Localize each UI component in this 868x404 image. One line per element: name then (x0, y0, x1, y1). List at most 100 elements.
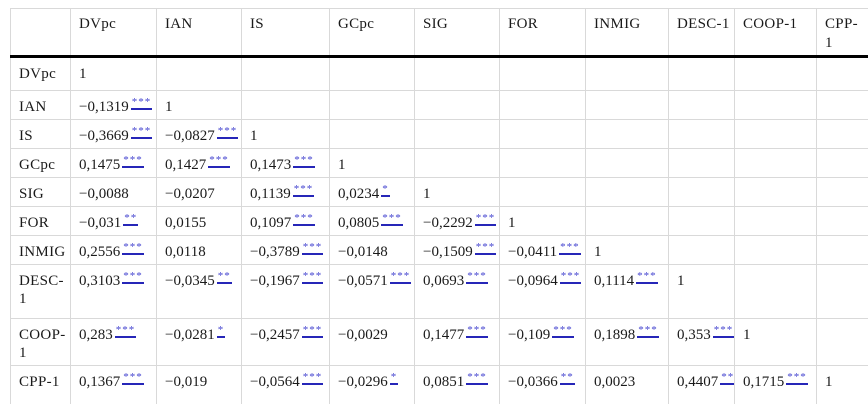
correlation-cell: −0,0411 *** (499, 234, 586, 265)
correlation-cell: 0,1427 *** (156, 147, 242, 178)
correlation-value: 1 (423, 185, 431, 202)
col-header-inmig: INMIG (585, 8, 669, 58)
significance-link[interactable]: *** (122, 153, 144, 168)
correlation-value: 0,1473 (250, 156, 292, 173)
correlation-cell: 1 (585, 234, 669, 265)
significance-link[interactable]: *** (122, 371, 144, 385)
table-row: IS −0,3669 *** −0,0827 *** 1 (10, 118, 868, 149)
correlation-cell: 0,1367 *** (70, 365, 157, 404)
significance-link[interactable]: *** (130, 95, 153, 110)
correlation-cell: 0,0118 (156, 234, 242, 265)
significance-link[interactable]: *** (292, 182, 315, 197)
significance-link[interactable]: *** (552, 323, 574, 338)
correlation-cell (499, 118, 586, 149)
significance-link[interactable]: *** (208, 153, 230, 168)
correlation-value: −0,0207 (165, 185, 215, 202)
row-header-coop-1: COOP-1 (10, 317, 71, 366)
correlation-value: 1 (79, 65, 87, 82)
correlation-cell (668, 147, 735, 178)
significance-link[interactable]: *** (786, 371, 808, 385)
significance-link[interactable]: *** (637, 323, 659, 338)
significance-link[interactable]: * (389, 371, 399, 385)
col-header-cpp-1: CPP-1 (816, 8, 868, 58)
significance-link[interactable]: *** (389, 269, 412, 284)
correlation-cell (816, 263, 868, 319)
significance-link[interactable]: *** (293, 211, 315, 226)
correlation-value: −0,0366 (508, 374, 558, 390)
correlation-cell: 0,1114 *** (585, 263, 669, 319)
correlation-cell: 1 (668, 263, 735, 319)
correlation-cell: 0,0851 *** (414, 365, 500, 404)
correlation-cell (585, 89, 669, 120)
significance-link[interactable]: *** (216, 124, 239, 139)
correlation-value: 1 (825, 374, 833, 390)
significance-link[interactable]: *** (466, 371, 488, 385)
correlation-cell (816, 89, 868, 120)
significance-link[interactable]: *** (122, 240, 144, 255)
correlation-value: −0,0029 (338, 326, 388, 343)
correlation-value: 0,0805 (338, 214, 380, 231)
significance-link[interactable]: *** (466, 269, 488, 284)
correlation-matrix-page: DVpc IAN IS GCpc SIG FOR INMIG DESC-1 COOP-1 CPP-… (0, 8, 868, 404)
correlation-value: 0,0851 (423, 374, 465, 390)
correlation-value: −0,0827 (165, 127, 215, 144)
significance-link[interactable]: *** (720, 371, 734, 385)
correlation-cell (668, 205, 735, 236)
significance-link[interactable]: ** (216, 269, 232, 284)
correlation-cell: −0,0345 ** (156, 263, 242, 319)
row-header-desc-1: DESC-1 (10, 263, 71, 319)
correlation-value: 0,1114 (594, 272, 635, 289)
correlation-value: −0,031 (79, 214, 122, 231)
correlation-value: −0,0281 (165, 326, 215, 343)
significance-link[interactable]: *** (301, 269, 324, 284)
correlation-value: −0,3789 (250, 243, 300, 260)
col-header-for: FOR (499, 8, 586, 58)
correlation-value: 0,1898 (594, 326, 636, 343)
correlation-cell (734, 176, 817, 207)
correlation-cell (734, 205, 817, 236)
significance-link[interactable]: *** (122, 269, 144, 284)
correlation-value: 0,283 (79, 326, 113, 343)
significance-link[interactable]: *** (301, 323, 324, 338)
correlation-value: 0,1475 (79, 156, 121, 173)
correlation-cell (816, 176, 868, 207)
correlation-cell (816, 147, 868, 178)
significance-link[interactable]: *** (301, 371, 324, 385)
significance-link[interactable]: ** (559, 371, 575, 385)
table-row: INMIG 0,2556 *** 0,0118 −0,3789 *** −0,0148 −0,… (10, 234, 868, 265)
correlation-cell: 1 (816, 365, 868, 404)
correlation-cell (734, 263, 817, 319)
correlation-cell: 0,1715 *** (734, 365, 817, 404)
significance-link[interactable]: *** (293, 153, 315, 168)
significance-link[interactable]: *** (381, 211, 403, 226)
correlation-cell: −0,2457 *** (241, 317, 330, 366)
correlation-cell: −0,109 *** (499, 317, 586, 366)
significance-link[interactable]: *** (636, 269, 658, 284)
significance-link[interactable]: *** (114, 323, 137, 338)
correlation-cell: 1 (499, 205, 586, 236)
correlation-cell: 1 (156, 89, 242, 120)
significance-link[interactable]: ** (123, 211, 139, 226)
correlation-value: −0,1319 (79, 98, 129, 115)
correlation-cell: −0,0148 (329, 234, 415, 265)
significance-link[interactable]: * (381, 182, 390, 197)
col-header-sig: SIG (414, 8, 500, 58)
correlation-cell: 0,1898 *** (585, 317, 669, 366)
significance-link[interactable]: *** (301, 240, 324, 255)
correlation-value: 0,0155 (165, 214, 207, 231)
significance-link[interactable]: *** (559, 269, 582, 284)
correlation-cell: −0,1967 *** (241, 263, 330, 319)
significance-link[interactable]: * (216, 323, 226, 338)
correlation-value: −0,109 (508, 326, 551, 343)
significance-link[interactable]: *** (474, 211, 497, 226)
significance-link[interactable]: *** (559, 240, 581, 255)
correlation-cell: −0,2292 *** (414, 205, 500, 236)
significance-link[interactable]: *** (466, 323, 488, 338)
correlation-cell (414, 89, 500, 120)
correlation-cell (816, 118, 868, 149)
significance-link[interactable]: *** (474, 240, 497, 255)
significance-link[interactable]: *** (712, 323, 734, 338)
significance-link[interactable]: *** (130, 124, 153, 139)
correlation-cell: −0,0564 *** (241, 365, 330, 404)
row-header-inmig: INMIG (10, 234, 71, 265)
